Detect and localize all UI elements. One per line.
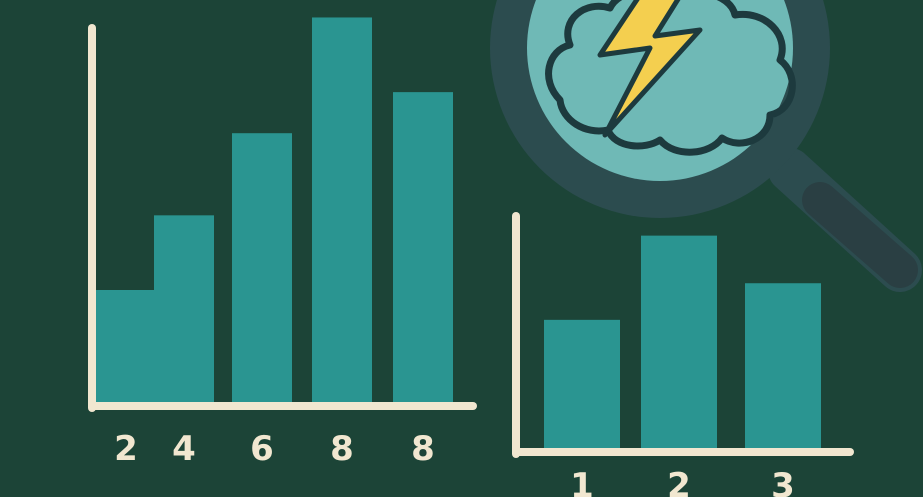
bars-left	[96, 17, 453, 402]
bars-right	[544, 235, 821, 448]
x-tick-label: 4	[172, 429, 196, 469]
magnifier-handle-grip	[802, 182, 918, 288]
x-tick-label: 6	[250, 429, 274, 469]
bar-left-2	[154, 215, 214, 402]
bar-right-2	[641, 235, 717, 448]
x-tick-label: 8	[330, 429, 354, 469]
bar-chart-right: 1 2 3	[512, 212, 854, 497]
magnifying-glass-icon	[490, 0, 922, 292]
x-tick-label: 2	[667, 466, 691, 497]
lightning-bolt-icon	[597, 0, 703, 138]
bar-left-5	[393, 92, 453, 402]
bar-left-1	[96, 290, 156, 402]
x-tick-label: 8	[411, 429, 435, 469]
x-tick-label: 3	[771, 466, 795, 497]
x-tick-label: 2	[114, 429, 138, 469]
magnifier-lens	[527, 0, 793, 181]
bar-right-3	[745, 283, 821, 448]
bar-left-4	[312, 17, 372, 402]
bar-left-3	[232, 133, 292, 402]
x-tick-label: 1	[570, 466, 594, 497]
bar-right-1	[544, 319, 620, 448]
brain-cloud-icon	[545, 0, 796, 156]
x-tick-labels-right: 1 2 3	[570, 466, 795, 497]
